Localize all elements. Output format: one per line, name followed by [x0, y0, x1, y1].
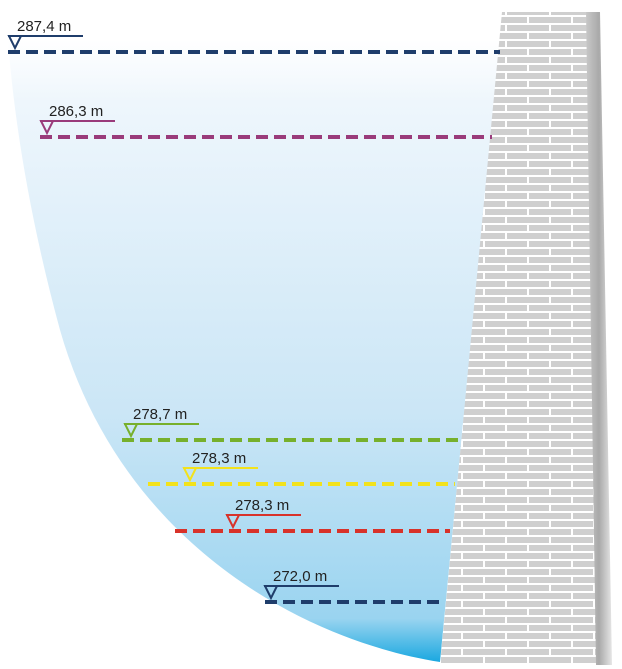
- level-marker: [39, 120, 55, 136]
- level-label: 286,3 m: [49, 103, 103, 120]
- dam-shadow: [586, 12, 612, 665]
- level-label: 278,3 m: [235, 497, 289, 514]
- level-label: 278,3 m: [192, 450, 246, 467]
- level-marker: [225, 514, 241, 530]
- level-marker: [123, 423, 139, 439]
- level-marker: [263, 585, 279, 601]
- level-label: 287,4 m: [17, 18, 71, 35]
- level-label: 272,0 m: [273, 568, 327, 585]
- reservoir-water: [8, 40, 500, 662]
- water-levels: 287,4 m 286,3 m 278,7 m 278,3 m 278,3 m 272,0…: [7, 18, 500, 604]
- level-marker: [7, 35, 23, 51]
- level-label: 278,7 m: [133, 406, 187, 423]
- level-marker: [182, 467, 198, 483]
- dam-wall: [440, 12, 598, 665]
